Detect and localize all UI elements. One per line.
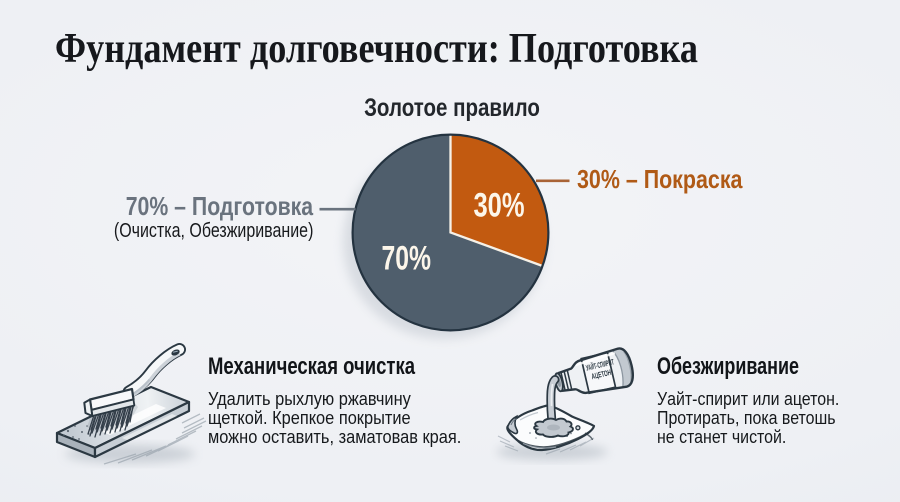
svg-text:30%: 30%	[474, 187, 525, 225]
svg-text:70%: 70%	[382, 240, 432, 278]
svg-text:АЦЕТОН: АЦЕТОН	[591, 368, 613, 381]
